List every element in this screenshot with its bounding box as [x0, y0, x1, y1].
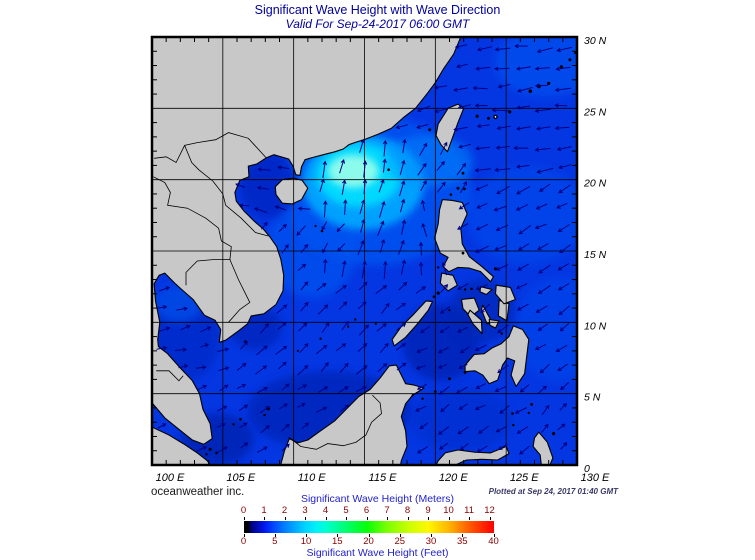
lat-label: 20 N	[583, 178, 607, 190]
colorbar-number: 35	[456, 536, 468, 547]
colorbar-number: 15	[331, 536, 343, 547]
colorbar-number: 2	[281, 505, 288, 516]
colorbar-number: 5	[272, 536, 278, 547]
colorbar-number: 8	[404, 505, 411, 516]
land-masbate	[479, 286, 493, 296]
plotted-at-timestamp: Plotted at Sep 24, 2017 01:40 GMT	[488, 487, 618, 496]
colorbar-number: 10	[443, 505, 454, 516]
land-sumatra	[152, 426, 211, 465]
colorbar-tick	[428, 517, 430, 520]
colorbar-tick	[407, 517, 409, 520]
patch-pacific-light-se	[514, 278, 577, 381]
colorbar-tick	[431, 534, 432, 537]
lon-label: 120 E	[439, 472, 468, 484]
colorbar-number: 10	[300, 536, 312, 547]
graticule	[152, 37, 577, 465]
land-panay	[460, 297, 480, 318]
patch-nscs-core	[327, 154, 379, 188]
lat-label: 25 N	[583, 106, 607, 118]
wave-height-colorbar	[243, 521, 494, 533]
patch-pacific-light-ne	[494, 37, 577, 97]
colorbar-tick	[387, 517, 389, 520]
colorbar-tick	[448, 517, 450, 520]
patch-pacific-light-e	[467, 166, 577, 264]
country-borders	[153, 132, 382, 450]
colorbar-number: 25	[394, 536, 406, 547]
colorbar-number: 0	[240, 536, 247, 547]
oceanweather-credit: oceanweather inc.	[151, 486, 245, 498]
lat-label: 15 N	[584, 249, 607, 261]
lat-label: 0	[584, 463, 590, 475]
land-borneo	[280, 364, 425, 465]
colorbar-tick	[489, 517, 491, 520]
colorbar-tick	[305, 517, 307, 520]
land-mindoro	[439, 272, 458, 292]
colorbar-tick	[346, 517, 348, 520]
colorbar-tick	[243, 517, 245, 520]
colorbar-number: 30	[425, 536, 437, 547]
land-layer	[152, 37, 554, 465]
map-frame	[150, 35, 579, 467]
colorbar-tick	[284, 517, 286, 520]
land-bohol	[488, 318, 500, 329]
colorbar-tick	[366, 517, 368, 520]
land-samar	[494, 284, 516, 305]
colorbar-title-feet: Significant Wave Height (Feet)	[306, 547, 449, 559]
colorbar-tick	[493, 534, 495, 537]
lon-label: 130 E	[581, 472, 610, 484]
land-hainan	[274, 177, 309, 205]
colorbar-number: 1	[261, 505, 267, 516]
colorbar-tick	[306, 534, 307, 537]
colorbar-tick	[368, 534, 370, 537]
colorbar-tick	[243, 534, 245, 537]
lon-label: 115 E	[369, 472, 398, 484]
land-halmahera	[532, 431, 554, 465]
land-mindanao	[464, 325, 530, 388]
colorbar-number: 7	[384, 505, 390, 516]
colorbar-number: 6	[363, 505, 370, 516]
colorbar-tick	[337, 534, 339, 537]
colorbar-tick	[399, 534, 401, 537]
lat-label: 30 N	[584, 35, 607, 47]
colorbar-number: 20	[363, 536, 374, 547]
colorbar-number: 4	[322, 505, 329, 516]
colorbar-number: 3	[302, 505, 308, 516]
wave-direction-arrows	[156, 43, 572, 455]
valid-time-subtitle: Valid For Sep-24-2017 06:00 GMT	[285, 17, 470, 31]
colorbar-number: 9	[425, 505, 431, 516]
colorbar-tick	[469, 517, 471, 520]
lon-label: 125 E	[510, 472, 539, 484]
colorbar-tick	[274, 534, 276, 537]
patch-celebes-mid	[409, 387, 512, 451]
lat-label: 10 N	[584, 320, 607, 332]
lon-label: 110 E	[298, 472, 327, 484]
land-sulawesi-arm	[435, 445, 510, 465]
axis-labels: 100 E 105 E 110 E 115 E 120 E 125 E 130 E 30 N 2…	[156, 35, 610, 484]
lon-label: 100 E	[156, 472, 185, 484]
colorbar-number: 12	[484, 505, 495, 516]
colorbar-number: 11	[464, 505, 474, 516]
page-title: Significant Wave Height with Wave Direct…	[254, 3, 501, 17]
colorbar-tick	[325, 517, 327, 520]
patch-luzon-strait-light	[383, 135, 474, 187]
land-mainland-asia	[152, 37, 462, 445]
lat-label: 5 N	[584, 392, 601, 404]
colorbar-number: 5	[343, 505, 349, 516]
lon-label: 105 E	[226, 472, 255, 484]
colorbar-tick	[264, 517, 265, 520]
land-palawan	[391, 300, 434, 347]
land-luzon	[434, 199, 494, 283]
colorbar-number: 40	[488, 536, 499, 547]
colorbar-tick	[462, 534, 464, 537]
colorbar-title-meters: Significant Wave Height (Meters)	[300, 493, 455, 505]
colorbar-number: 0	[240, 505, 247, 516]
map-content	[152, 37, 577, 465]
